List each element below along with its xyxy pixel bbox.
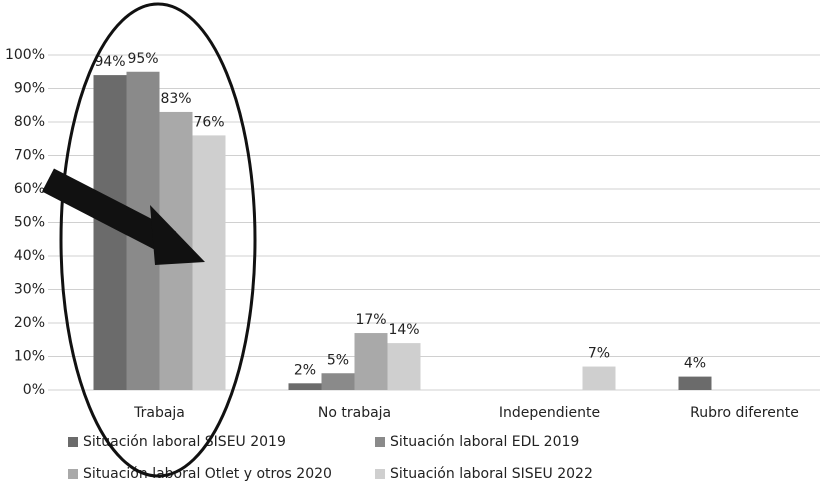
legend-label: Situación laboral Otlet y otros 2020 — [83, 466, 332, 482]
bar — [192, 135, 226, 390]
bar — [93, 75, 127, 390]
data-label: 94% — [94, 54, 125, 70]
legend-swatch — [68, 469, 78, 479]
y-tick-label: 70% — [14, 148, 45, 164]
x-tick-label: No trabaja — [318, 405, 391, 421]
y-tick-label: 30% — [14, 282, 45, 298]
y-tick-label: 20% — [14, 315, 45, 331]
y-tick-label: 90% — [14, 81, 45, 97]
arrow-shaft — [42, 168, 176, 255]
arrow-head — [150, 205, 205, 265]
data-label: 2% — [294, 362, 316, 378]
y-tick-label: 40% — [14, 248, 45, 264]
highlight-ellipse — [59, 2, 257, 478]
data-label: 76% — [193, 114, 224, 130]
bar — [582, 366, 616, 390]
x-tick-label: Trabaja — [133, 405, 185, 421]
legend-swatch — [68, 437, 78, 447]
bar — [678, 376, 712, 390]
y-tick-label: 50% — [14, 215, 45, 231]
data-label: 14% — [388, 322, 419, 338]
y-tick-label: 100% — [5, 47, 45, 63]
x-tick-label: Rubro diferente — [690, 405, 799, 421]
x-tick-label: Independiente — [499, 405, 600, 421]
bar — [387, 343, 421, 390]
data-label: 7% — [588, 346, 610, 362]
bar — [288, 383, 322, 390]
data-label: 17% — [355, 312, 386, 328]
bar — [354, 333, 388, 390]
legend-label: Situación laboral SISEU 2019 — [83, 434, 286, 450]
data-label: 95% — [127, 51, 158, 67]
y-tick-label: 0% — [23, 382, 45, 398]
legend-label: Situación laboral SISEU 2022 — [390, 466, 593, 482]
legend-label: Situación laboral EDL 2019 — [390, 434, 579, 450]
y-tick-label: 80% — [14, 114, 45, 130]
annotation — [42, 2, 257, 478]
legend-swatch — [375, 469, 385, 479]
data-label: 5% — [327, 352, 349, 368]
bar — [321, 373, 355, 390]
data-label: 4% — [684, 356, 706, 372]
data-label: 83% — [160, 91, 191, 107]
y-tick-label: 60% — [14, 181, 45, 197]
legend-swatch — [375, 437, 385, 447]
y-tick-label: 10% — [14, 349, 45, 365]
